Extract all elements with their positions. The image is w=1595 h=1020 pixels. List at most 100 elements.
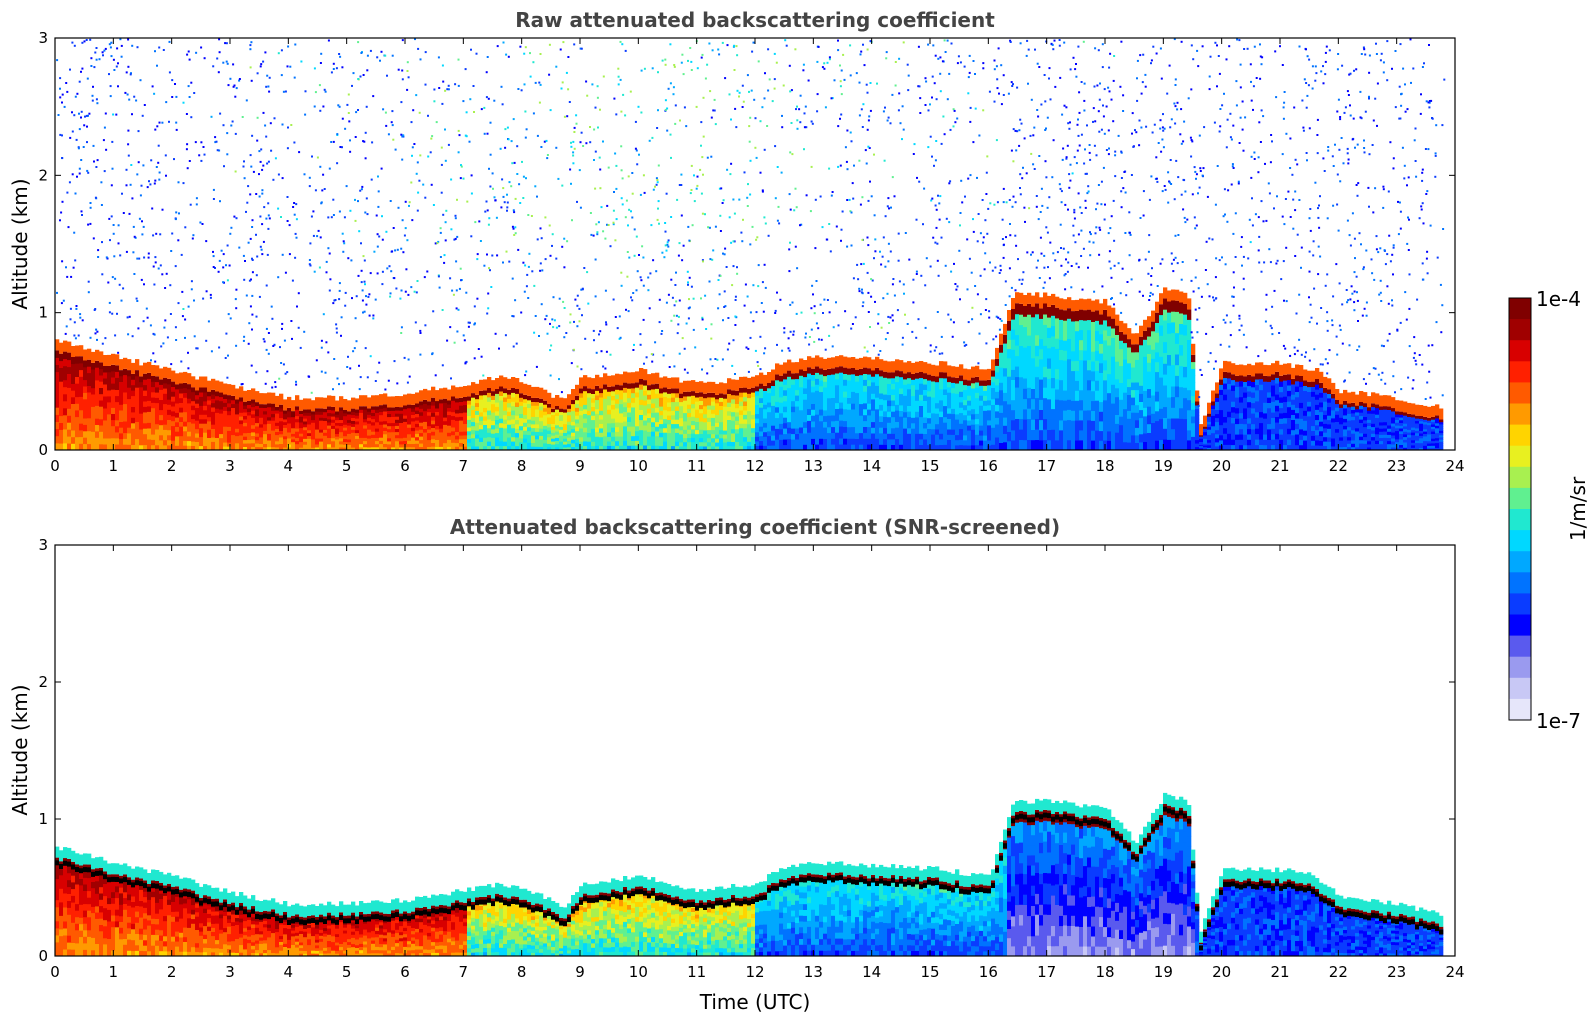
heatmap-cell xyxy=(1179,313,1184,324)
heatmap-cell xyxy=(427,401,432,406)
heatmap-cell xyxy=(1123,408,1128,418)
heatmap-cell xyxy=(155,386,160,393)
heatmap-cell xyxy=(1215,417,1220,423)
heatmap-cell xyxy=(1339,433,1344,438)
heatmap-cell xyxy=(143,411,148,418)
heatmap-cell xyxy=(1015,376,1020,388)
heatmap-cell xyxy=(907,361,912,373)
heatmap-cell xyxy=(535,409,540,414)
heatmap-cell xyxy=(1315,429,1320,436)
heatmap-cell xyxy=(391,440,396,445)
heatmap-cell xyxy=(235,442,240,447)
heatmap-cell xyxy=(195,416,200,421)
heatmap-cell xyxy=(295,428,300,432)
heatmap-cell xyxy=(151,391,156,398)
heatmap-cell xyxy=(103,414,108,421)
heatmap-cell xyxy=(187,431,192,437)
heatmap-cell xyxy=(1019,345,1024,357)
heatmap-cell xyxy=(1279,381,1284,387)
heatmap-cell xyxy=(1011,369,1016,380)
heatmap-cell xyxy=(987,409,992,416)
heatmap-cell xyxy=(271,426,276,431)
heatmap-cell xyxy=(1007,310,1012,321)
heatmap-cell xyxy=(1371,420,1376,424)
heatmap-cell xyxy=(847,426,852,433)
heatmap-cell xyxy=(179,388,184,394)
heatmap-cell xyxy=(171,386,176,392)
heatmap-cell xyxy=(303,438,308,442)
heatmap-cell xyxy=(931,386,936,393)
heatmap-cell xyxy=(923,378,928,385)
heatmap-cell xyxy=(495,423,500,429)
heatmap-cell xyxy=(827,438,832,445)
heatmap-cell xyxy=(659,419,664,425)
heatmap-cell xyxy=(343,424,348,428)
heatmap-cell xyxy=(63,386,68,395)
heatmap-cell xyxy=(563,441,568,445)
heatmap-cell xyxy=(535,420,540,425)
heatmap-cell xyxy=(975,444,980,451)
heatmap-cell xyxy=(1243,397,1248,404)
heatmap-cell xyxy=(943,427,948,434)
heatmap-cell xyxy=(735,424,740,430)
heatmap-cell xyxy=(279,411,284,415)
heatmap-cell xyxy=(563,444,568,448)
heatmap-cell xyxy=(347,419,352,423)
heatmap-cell xyxy=(131,373,136,380)
heatmap-cell xyxy=(1227,427,1232,434)
heatmap-cell xyxy=(215,391,220,397)
heatmap-cell xyxy=(779,396,784,403)
heatmap-cell xyxy=(267,416,272,421)
heatmap-cell xyxy=(795,384,800,391)
heatmap-cell xyxy=(1255,433,1260,440)
heatmap-cell xyxy=(355,438,360,442)
heatmap-cell xyxy=(1363,426,1368,431)
heatmap-cell xyxy=(455,438,460,444)
heatmap-cell xyxy=(1019,397,1024,409)
heatmap-cell xyxy=(875,403,880,410)
heatmap-cell xyxy=(139,434,144,440)
heatmap-cell xyxy=(1043,334,1048,346)
heatmap-cell xyxy=(99,381,104,388)
heatmap-cell xyxy=(795,428,800,434)
heatmap-cell xyxy=(807,426,812,433)
heatmap-cell xyxy=(463,397,468,402)
heatmap-cell xyxy=(1379,434,1384,438)
heatmap-cell xyxy=(827,403,832,410)
heatmap-cell xyxy=(887,400,892,407)
heatmap-cell xyxy=(219,392,224,398)
heatmap-cell xyxy=(803,444,808,451)
heatmap-cell xyxy=(1319,397,1324,403)
heatmap-cell xyxy=(1331,430,1336,435)
heatmap-cell xyxy=(139,402,144,409)
heatmap-cell xyxy=(859,415,864,422)
heatmap-cell xyxy=(443,439,448,444)
heatmap-cell xyxy=(1255,379,1260,385)
heatmap-cell xyxy=(755,422,760,428)
heatmap-cell xyxy=(1379,446,1384,451)
heatmap-cell xyxy=(1187,399,1192,411)
heatmap-cell xyxy=(547,426,552,431)
heatmap-cell xyxy=(795,406,800,413)
heatmap-cell xyxy=(1035,397,1040,409)
heatmap-cell xyxy=(1247,412,1252,419)
heatmap-cell xyxy=(503,392,508,398)
heatmap-cell xyxy=(911,422,916,429)
heatmap-cell xyxy=(207,400,212,405)
heatmap-cell xyxy=(135,370,140,377)
heatmap-cell xyxy=(1191,375,1196,383)
heatmap-cell xyxy=(595,408,600,414)
heatmap-cell xyxy=(119,404,124,411)
heatmap-cell xyxy=(1107,440,1112,451)
heatmap-cell xyxy=(1267,376,1272,382)
heatmap-cell xyxy=(491,424,496,430)
heatmap-cell xyxy=(831,432,836,439)
heatmap-cell xyxy=(515,441,520,447)
heatmap-cell xyxy=(719,382,724,394)
heatmap-cell xyxy=(923,384,928,390)
heatmap-cell xyxy=(759,445,764,451)
heatmap-cell xyxy=(103,366,108,373)
heatmap-cell xyxy=(987,404,992,411)
heatmap-cell xyxy=(859,432,864,439)
heatmap-cell xyxy=(1223,394,1228,401)
